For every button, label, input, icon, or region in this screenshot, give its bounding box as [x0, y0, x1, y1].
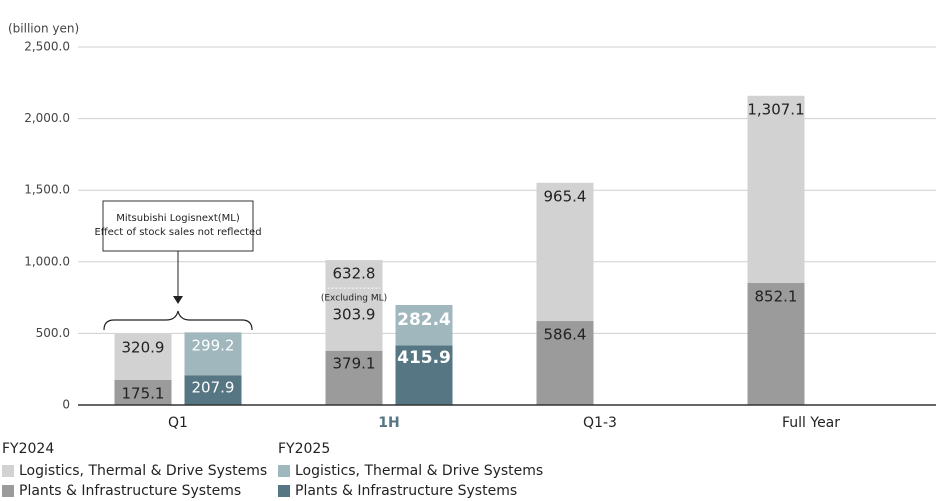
- callout-brace: [103, 310, 253, 331]
- legend-swatch: [278, 485, 290, 497]
- x-tick-label: Q1: [168, 415, 188, 431]
- legend-fy2024: FY2024 Logistics, Thermal & Drive System…: [2, 441, 267, 501]
- y-tick-label: 1,000.0: [24, 254, 70, 268]
- data-label: 586.4: [544, 326, 587, 344]
- data-label: 207.9: [192, 379, 235, 397]
- legend-swatch: [278, 465, 290, 477]
- data-label: 1,307.1: [747, 100, 804, 118]
- bar-segment-plants: [114, 379, 172, 405]
- data-label: 632.8: [333, 265, 376, 283]
- legend-item: Logistics, Thermal & Drive Systems: [2, 461, 267, 481]
- bar-segment-plants: [747, 282, 805, 405]
- data-label: 303.9: [333, 306, 376, 324]
- data-label: 320.9: [122, 339, 165, 357]
- legend-fy2025: FY2025 Logistics, Thermal & Drive System…: [278, 441, 543, 501]
- bar-segment-plants: [325, 350, 383, 405]
- data-label: 965.4: [544, 187, 587, 205]
- bar-segment-logistics: [747, 95, 805, 283]
- legend-label: Plants & Infrastructure Systems: [19, 483, 242, 499]
- y-unit-label: (billion yen): [8, 22, 79, 36]
- legend-label: Logistics, Thermal & Drive Systems: [19, 463, 268, 479]
- callout-text: Effect of stock sales not reflected: [94, 227, 261, 238]
- bar-segment-plants: [395, 345, 453, 405]
- y-tick-label: 500.0: [36, 326, 70, 340]
- y-tick-label: 1,500.0: [24, 183, 70, 197]
- excluding-ml-note: (Excluding ML): [321, 294, 387, 304]
- data-label: 282.4: [397, 310, 451, 330]
- legend-item: Plants & Infrastructure Systems: [278, 481, 543, 501]
- data-label: 299.2: [192, 337, 235, 355]
- x-tick-label: Full Year: [782, 415, 840, 431]
- bar-segment-plants: [536, 321, 594, 405]
- legend-fy2024-title: FY2024: [2, 441, 55, 457]
- data-label: 852.1: [755, 287, 798, 305]
- bar-segment-logistics: [114, 333, 172, 380]
- y-tick-label: 0: [62, 398, 70, 412]
- legend-swatch: [2, 465, 14, 477]
- callout-box: [102, 200, 254, 252]
- x-tick-label: Q1-3: [583, 415, 617, 431]
- data-label: 379.1: [333, 355, 376, 373]
- y-tick-label: 2,500.0: [24, 40, 70, 54]
- bar-segment-logistics: [184, 332, 242, 376]
- legend-label: Logistics, Thermal & Drive Systems: [295, 463, 544, 479]
- legend-label: Plants & Infrastructure Systems: [295, 483, 518, 499]
- bar-segment-logistics: [536, 182, 594, 322]
- legend-fy2025-title: FY2025: [278, 441, 331, 457]
- bar-segment-logistics: [325, 260, 383, 351]
- data-label: 175.1: [122, 385, 165, 403]
- callout-text: Mitsubishi Logisnext(ML): [116, 213, 240, 224]
- x-tick-label: 1H: [378, 415, 399, 431]
- legend-swatch: [2, 485, 14, 497]
- data-label: 415.9: [397, 348, 451, 368]
- y-tick-label: 2,000.0: [24, 111, 70, 125]
- callout-arrow-head: [173, 296, 183, 304]
- legend-item: Logistics, Thermal & Drive Systems: [278, 461, 543, 481]
- bar-segment-logistics: [395, 305, 453, 346]
- legend-item: Plants & Infrastructure Systems: [2, 481, 267, 501]
- bar-segment-plants: [184, 375, 242, 405]
